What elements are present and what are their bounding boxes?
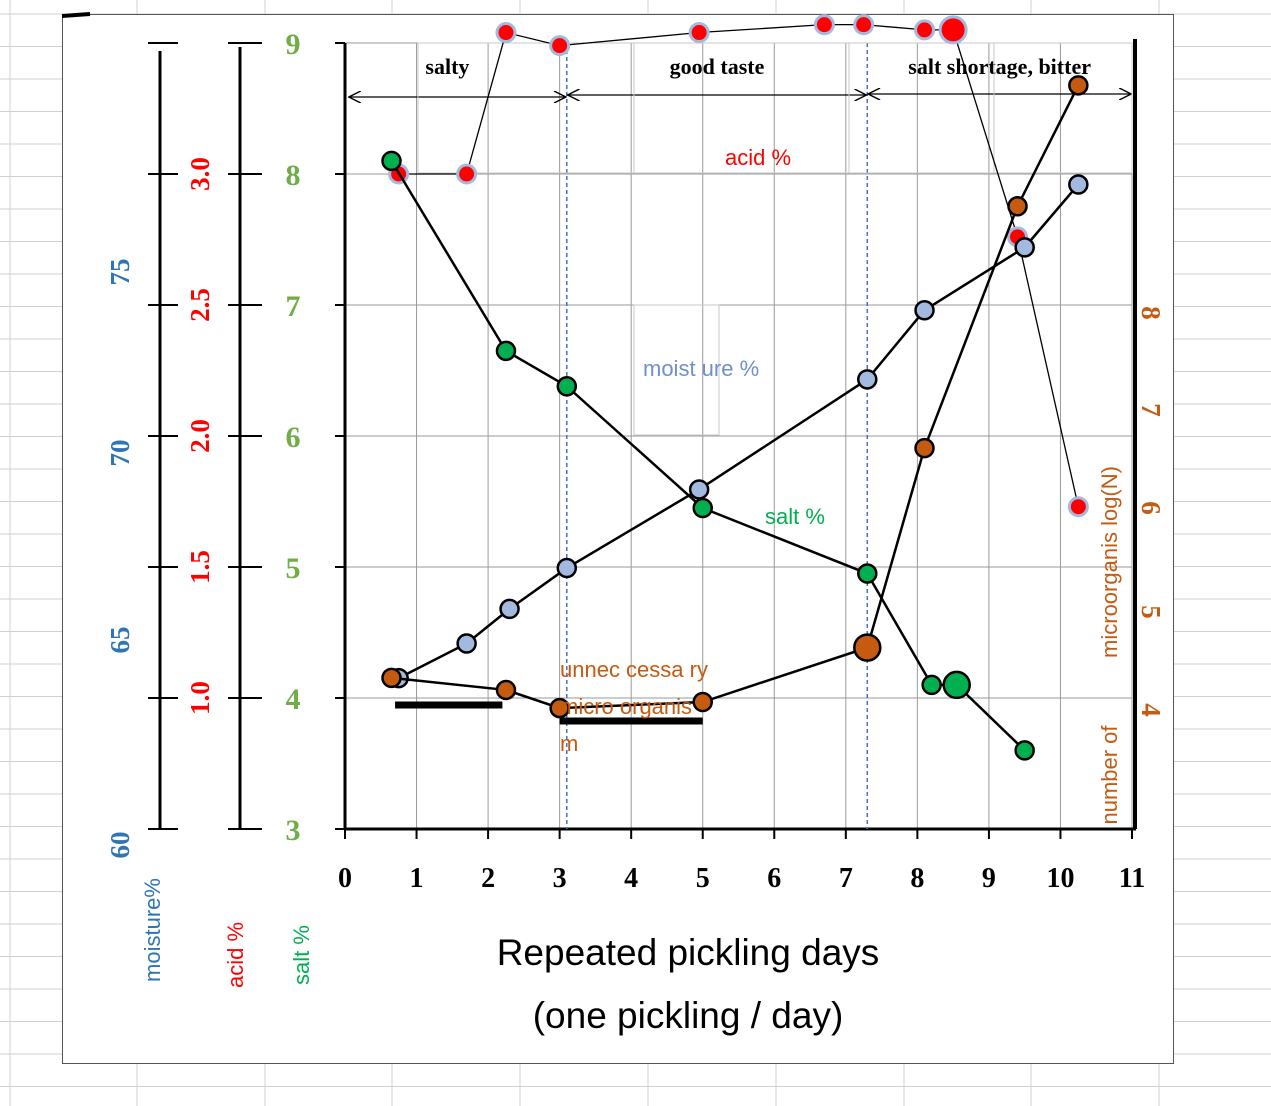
point-moisture [456, 633, 477, 654]
salt-tick-label: 5 [286, 552, 301, 585]
moisture-tick-label: 60 [105, 832, 135, 859]
point-acid [853, 14, 875, 36]
salt-series-label: salt % [765, 504, 825, 529]
point-acid [549, 35, 571, 57]
moisture-tick-label: 70 [105, 440, 135, 467]
phase-annotations: salty good taste salt shortage, bitter [350, 42, 1133, 829]
point-acid [914, 19, 936, 41]
microbe-tick-label: 7 [1136, 403, 1166, 417]
point-acid [495, 22, 517, 44]
x-tick-label: 6 [767, 863, 781, 894]
point-salt [556, 375, 578, 397]
point-salt [381, 150, 402, 172]
point-moisture [556, 557, 578, 579]
point-moisture [914, 299, 935, 321]
salt-tick-label: 3 [286, 814, 301, 847]
acid-axis-title: acid % [223, 922, 248, 988]
phase-label-1: good taste [670, 54, 765, 79]
x-tick-label: 11 [1119, 863, 1145, 894]
x-tick-label: 5 [696, 863, 710, 894]
acid-tick-label: 1.5 [185, 550, 215, 584]
point-moisture [499, 598, 520, 620]
moisture-series-label: moist ure % [643, 356, 759, 381]
acid-tick-label: 1.0 [185, 681, 215, 715]
microbe-tick-label: 4 [1136, 703, 1166, 717]
x-tick-label: 10 [1046, 863, 1074, 894]
point-microbe [1007, 195, 1028, 217]
x-tick-label: 8 [910, 863, 924, 894]
annotation-box [633, 304, 720, 436]
x-tick-label: 2 [481, 863, 495, 894]
x-tick-label: 7 [839, 863, 853, 894]
point-moisture [857, 369, 878, 390]
x-axis-title-line2: (one pickling / day) [533, 995, 844, 1036]
microbe-series-label-line1: micro organis [560, 694, 692, 719]
point-microbe [853, 633, 882, 662]
point-acid [938, 15, 968, 45]
salt-tick-label: 6 [286, 421, 301, 454]
point-salt [1014, 740, 1035, 761]
microbe-axis-title-part1: number of [1097, 725, 1122, 825]
microbe-axis-title-part2: microorganis log(N) [1097, 466, 1122, 658]
microbe-tick-label: 8 [1136, 306, 1166, 320]
salt-tick-label: 9 [286, 28, 301, 61]
acid-series-label: acid % [725, 145, 791, 170]
point-moisture [688, 479, 710, 500]
point-salt [495, 340, 517, 362]
moisture-tick-label: 65 [105, 627, 135, 654]
frame-corner-mark [61, 12, 91, 18]
point-salt [942, 670, 971, 700]
point-microbe [692, 691, 713, 713]
salt-tick-label: 7 [286, 290, 301, 323]
point-microbe [495, 679, 517, 701]
point-moisture [1014, 237, 1035, 258]
moisture-axis-title: moisture% [140, 878, 165, 982]
x-tick-label: 9 [982, 863, 996, 894]
phase-label-2: salt shortage, bitter [908, 54, 1091, 79]
point-microbe [549, 697, 570, 719]
salt-tick-label: 8 [286, 159, 301, 192]
series-labels: acid % moist ure % salt % unnec cessa ry mic… [560, 145, 825, 756]
salt-axis-title: salt % [289, 925, 314, 985]
point-microbe [1068, 75, 1089, 96]
series-line-microbe [391, 84, 1080, 710]
acid-tick-label: 2.0 [185, 419, 215, 453]
point-moisture [1068, 174, 1089, 195]
series-group [381, 14, 1089, 761]
phase-label-0: salty [425, 54, 469, 79]
point-acid [1067, 496, 1089, 518]
acid-tick-label: 3.0 [185, 157, 215, 191]
microbe-series-label-line2: m [560, 731, 578, 756]
acid-tick-label: 2.5 [185, 288, 215, 322]
microbe-tick-label: 5 [1136, 605, 1166, 619]
microbe-series-label-line0: unnec cessa ry [560, 657, 708, 682]
point-salt [921, 674, 942, 696]
x-tick-label: 0 [338, 863, 352, 894]
x-axis-title-line1: Repeated pickling days [497, 932, 880, 973]
axes-group: 0 1 2 3 4 5 6 7 8 9 10 1134567891.01.52.02.53.06065… [61, 12, 1166, 988]
point-acid [688, 22, 710, 44]
moisture-tick-label: 75 [105, 259, 135, 286]
x-tick-label: 3 [553, 863, 567, 894]
x-tick-label: 1 [410, 863, 424, 894]
point-salt [857, 563, 878, 584]
microbe-tick-label: 6 [1136, 501, 1166, 515]
point-microbe [914, 437, 935, 459]
point-microbe [381, 667, 402, 689]
x-tick-label: 4 [624, 863, 638, 894]
annotation-box [993, 42, 1133, 174]
point-salt [692, 497, 713, 519]
point-acid [813, 14, 835, 36]
point-acid [456, 163, 478, 185]
salt-tick-label: 4 [286, 683, 301, 716]
